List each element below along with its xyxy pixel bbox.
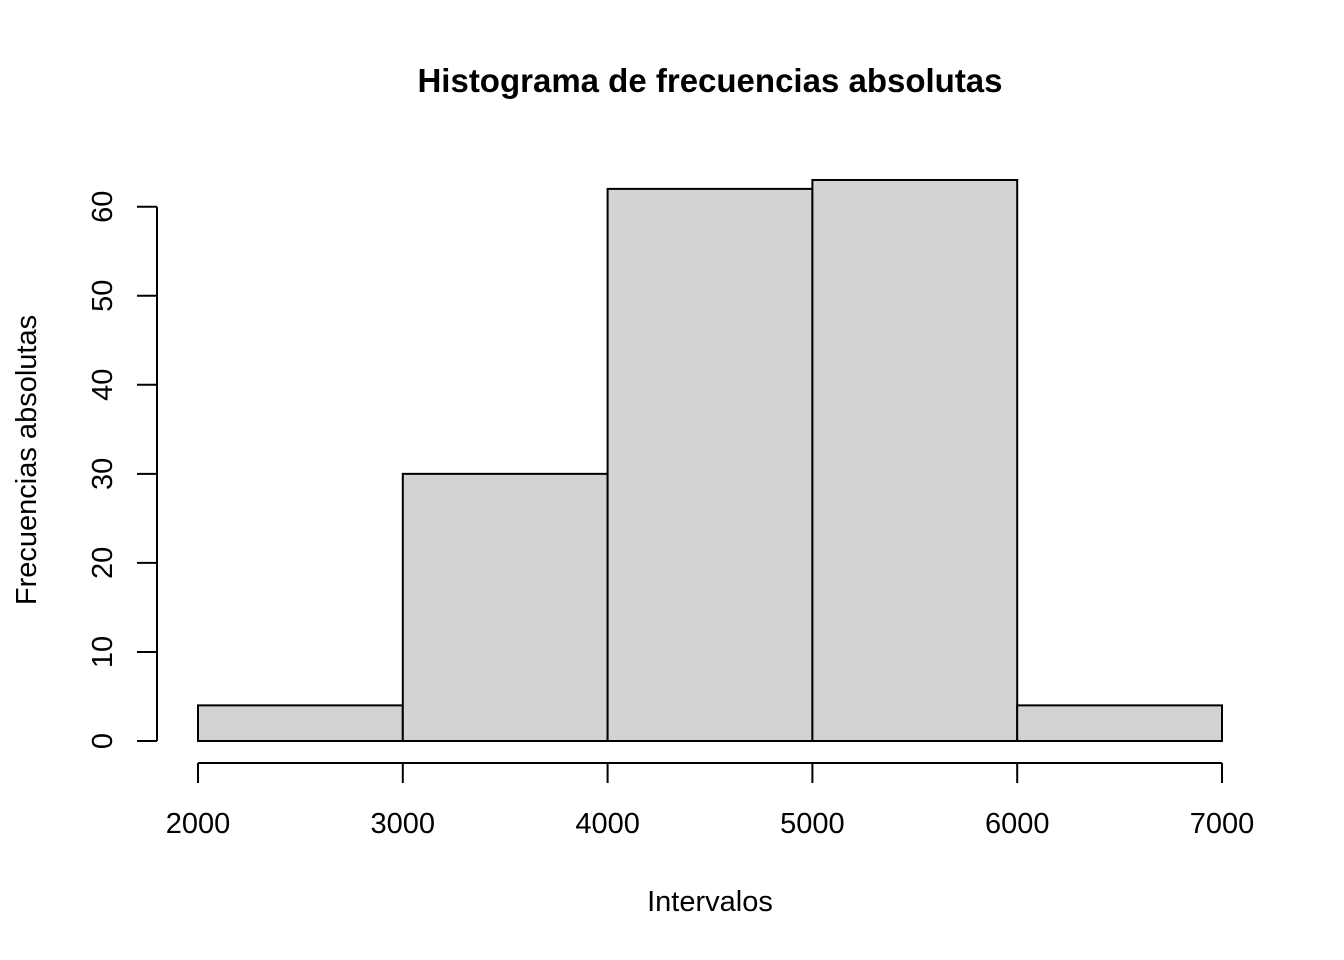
x-tick-label: 3000 xyxy=(371,808,436,840)
y-tick-label: 20 xyxy=(87,547,119,579)
histogram-bar-3 xyxy=(606,187,814,742)
x-tick-label: 6000 xyxy=(985,808,1050,840)
bars-group xyxy=(197,178,1224,743)
histogram-bar-5 xyxy=(1016,704,1224,743)
histogram-bar-4 xyxy=(811,178,1019,743)
x-tick-label: 7000 xyxy=(1190,808,1255,840)
y-tick-label: 40 xyxy=(87,369,119,401)
y-tick-label: 10 xyxy=(87,636,119,668)
x-axis: 2000 3000 4000 5000 6000 7000 xyxy=(166,762,1255,840)
y-tick-label: 60 xyxy=(87,191,119,223)
chart-title: Histograma de frecuencias absolutas xyxy=(417,62,1002,99)
x-tick-label: 2000 xyxy=(166,808,231,840)
y-tick-label: 0 xyxy=(87,733,119,749)
y-axis-label: Frecuencias absolutas xyxy=(11,315,43,605)
y-tick-label: 30 xyxy=(87,458,119,490)
x-axis-label: Intervalos xyxy=(647,886,773,918)
histogram-bar-1 xyxy=(197,704,404,743)
x-tick-label: 4000 xyxy=(575,808,640,840)
histogram-bar-2 xyxy=(401,472,609,742)
x-tick-label: 5000 xyxy=(780,808,845,840)
y-axis: 0 10 20 30 40 50 60 xyxy=(87,191,158,749)
y-tick-label: 50 xyxy=(87,280,119,312)
